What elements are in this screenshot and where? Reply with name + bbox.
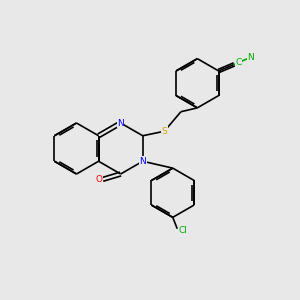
Text: N: N [140,157,146,166]
Text: O: O [96,175,103,184]
Text: S: S [161,127,167,136]
Text: N: N [248,53,254,62]
Text: N: N [117,118,124,127]
Text: C: C [235,58,241,67]
Text: Cl: Cl [179,226,188,235]
